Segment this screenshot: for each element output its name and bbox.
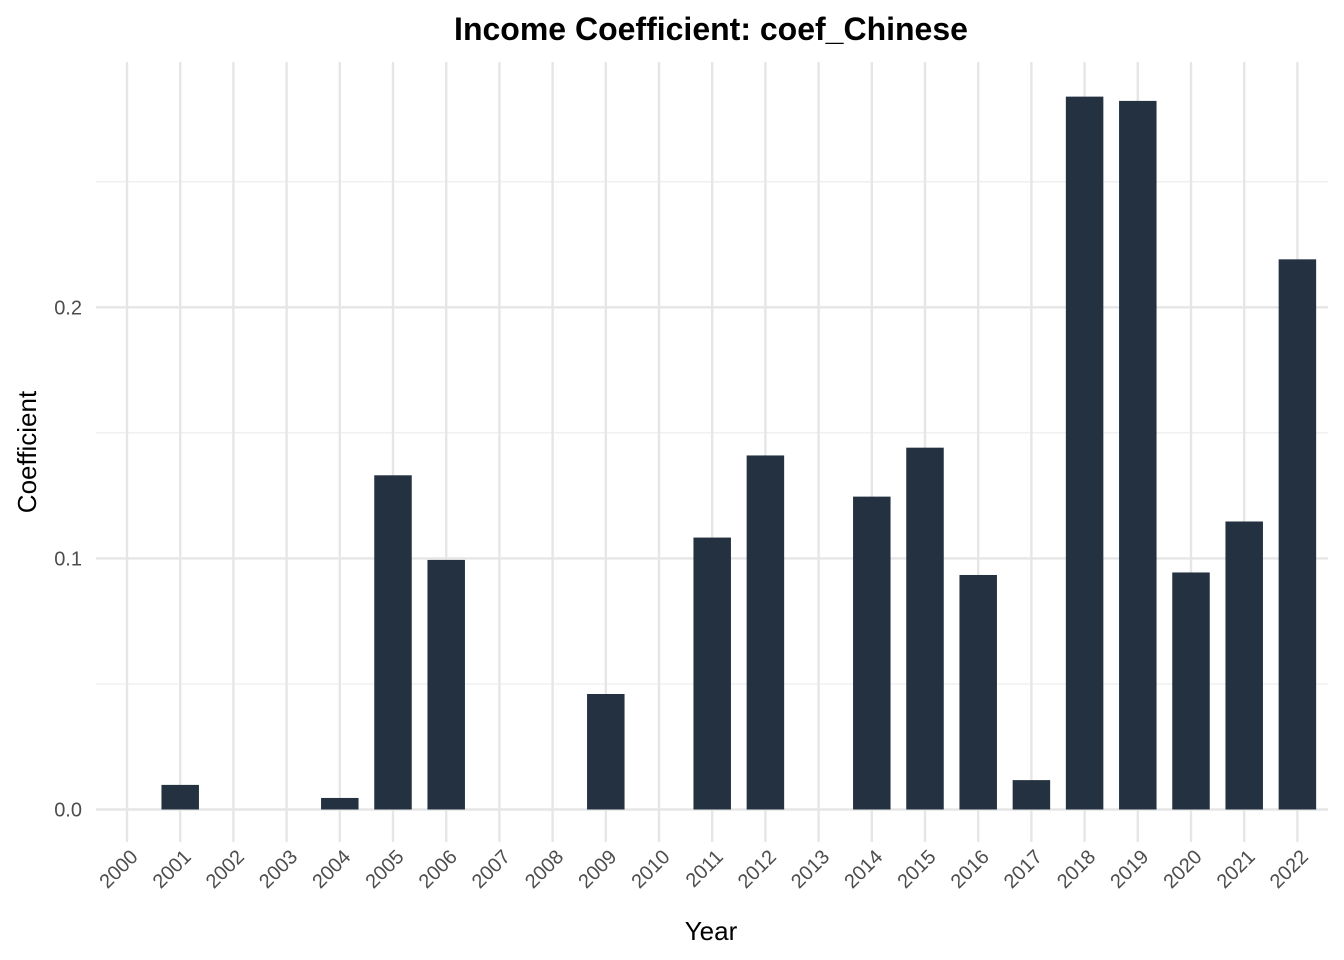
x-tick-label: 2010 bbox=[628, 846, 675, 893]
bar-2006 bbox=[427, 559, 465, 810]
bar-2017 bbox=[1012, 780, 1051, 810]
bar-2001 bbox=[161, 784, 199, 810]
bar-2005 bbox=[374, 475, 412, 810]
y-tick-label: 0.0 bbox=[54, 800, 82, 822]
bar-2014 bbox=[853, 496, 891, 810]
bar-2022 bbox=[1278, 259, 1317, 810]
x-tick-label: 2011 bbox=[682, 846, 728, 892]
x-tick-label: 2009 bbox=[574, 846, 621, 893]
x-tick-label: 2000 bbox=[96, 846, 143, 893]
x-tick-label: 2013 bbox=[787, 846, 834, 893]
y-axis-ticks: 0.0 0.1 0.2 bbox=[54, 297, 82, 821]
bar-2011 bbox=[693, 537, 731, 810]
x-tick-label: 2019 bbox=[1106, 846, 1153, 893]
x-tick-label: 2003 bbox=[255, 846, 302, 893]
bar-2020 bbox=[1172, 572, 1210, 810]
bar-2009 bbox=[587, 693, 625, 810]
y-tick-label: 0.2 bbox=[54, 297, 82, 319]
x-tick-label: 2022 bbox=[1266, 846, 1313, 893]
x-tick-label: 2018 bbox=[1053, 846, 1100, 893]
y-tick-label: 0.1 bbox=[54, 548, 82, 570]
x-tick-label: 2014 bbox=[840, 846, 887, 893]
x-tick-label: 2006 bbox=[415, 846, 462, 893]
bar-2016 bbox=[959, 574, 997, 810]
x-tick-label: 2015 bbox=[894, 846, 941, 893]
bar-2021 bbox=[1225, 521, 1263, 810]
x-tick-label: 2020 bbox=[1160, 846, 1207, 893]
bar-2004 bbox=[321, 797, 359, 810]
x-axis-label: Year bbox=[685, 916, 738, 946]
bar-2018 bbox=[1065, 96, 1104, 810]
x-tick-label: 2008 bbox=[521, 846, 568, 893]
x-axis-ticks: 2000 2001 2002 2003 2004 2005 2006 2007 2008 2009… bbox=[96, 846, 1313, 893]
chart-title: Income Coefficient: coef_Chinese bbox=[454, 11, 968, 47]
x-tick-label: 2012 bbox=[734, 846, 781, 893]
bars bbox=[161, 96, 1317, 810]
bar-2019 bbox=[1119, 100, 1157, 810]
y-axis-label: Coefficient bbox=[12, 390, 42, 513]
x-tick-label: 2007 bbox=[468, 846, 515, 893]
bar-2015 bbox=[906, 447, 944, 810]
bar-2012 bbox=[746, 455, 785, 810]
x-tick-label: 2004 bbox=[308, 846, 355, 893]
x-tick-label: 2001 bbox=[149, 846, 196, 893]
x-tick-label: 2021 bbox=[1213, 846, 1260, 893]
x-tick-label: 2005 bbox=[362, 846, 409, 893]
x-tick-label: 2002 bbox=[202, 846, 249, 893]
x-tick-label: 2017 bbox=[1000, 846, 1047, 893]
x-tick-label: 2016 bbox=[947, 846, 994, 893]
